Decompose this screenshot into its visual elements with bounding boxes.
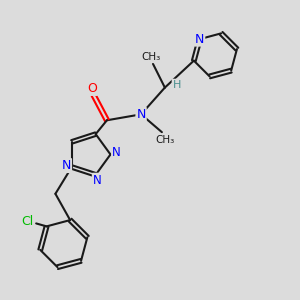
Text: Cl: Cl <box>21 215 33 228</box>
Text: N: N <box>62 159 71 172</box>
Text: N: N <box>112 146 121 160</box>
Text: N: N <box>93 174 101 187</box>
Text: CH₃: CH₃ <box>155 135 175 145</box>
Text: N: N <box>195 33 204 46</box>
Text: CH₃: CH₃ <box>142 52 161 62</box>
Text: H: H <box>172 80 181 90</box>
Text: N: N <box>136 108 146 121</box>
Text: O: O <box>87 82 97 95</box>
